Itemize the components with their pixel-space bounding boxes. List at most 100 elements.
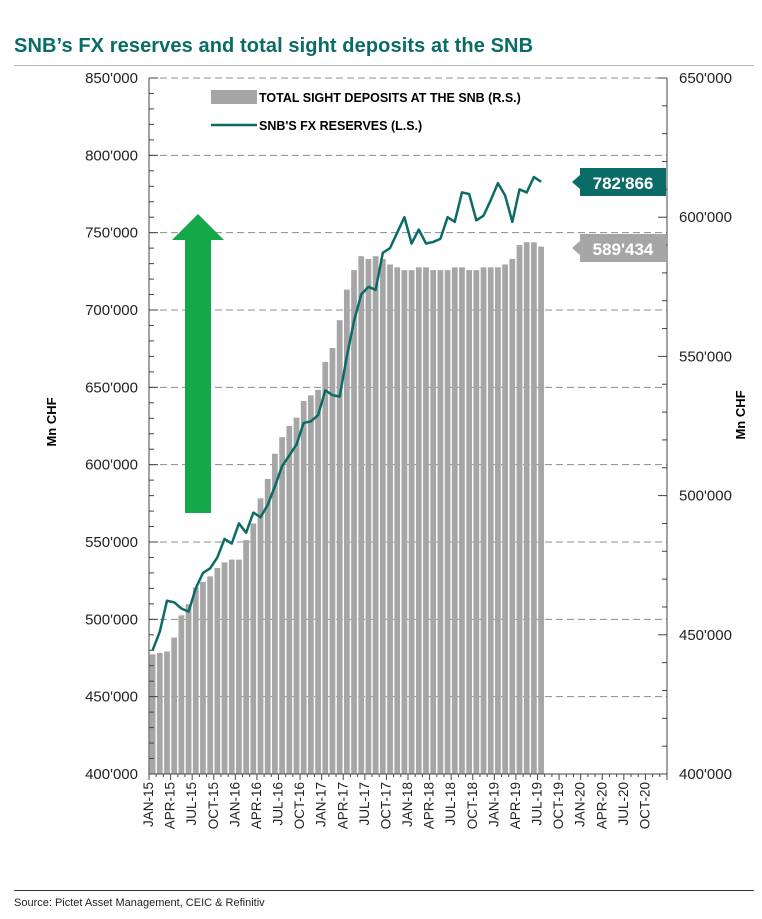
bar-sight-deposits [272, 453, 278, 774]
left-tick-label: 450'000 [85, 689, 138, 706]
x-tick-label: OCT-17 [378, 782, 393, 829]
bar-sight-deposits [387, 264, 393, 774]
right-axis-ticks: 400'000 450'000 500'000 550'000 600'000 650'0… [658, 70, 732, 783]
bar-sight-deposits [451, 267, 458, 774]
bar-sight-deposits [459, 267, 465, 774]
x-tick-label: APR-18 [422, 782, 437, 829]
chart-area: 400'000 450'000 500'000 550'000 600'000 650'0… [44, 70, 748, 829]
bar-sight-deposits [156, 652, 163, 774]
left-tick-label: 750'000 [85, 225, 138, 242]
line-series-fx-reserves [151, 175, 542, 651]
right-tick-label: 550'000 [679, 348, 732, 365]
bar-sight-deposits [228, 559, 235, 774]
legend: TOTAL SIGHT DEPOSITS AT THE SNB (R.S.) S… [211, 90, 521, 133]
left-tick-label: 800'000 [85, 147, 138, 164]
left-tick-label: 400'000 [85, 766, 138, 783]
right-tick-label: 650'000 [679, 70, 732, 87]
right-tick-label: 450'000 [679, 627, 732, 644]
x-tick-label: JAN-19 [486, 782, 501, 827]
bar-sight-deposits [293, 417, 300, 774]
title-divider [14, 65, 754, 66]
left-axis-label: Mn CHF [44, 397, 59, 446]
x-tick-label: JUL-20 [616, 782, 631, 826]
bar-sight-deposits [192, 587, 199, 774]
x-tick-label: JUL-15 [184, 782, 199, 826]
bar-sight-deposits [415, 267, 422, 774]
x-tick-label: APR-19 [508, 782, 523, 829]
x-tick-label: OCT-15 [206, 782, 221, 829]
bar-sight-deposits [207, 576, 214, 774]
x-tick-label: OCT-19 [551, 782, 566, 829]
bar-sight-deposits [279, 437, 285, 774]
bar-sight-deposits [185, 604, 192, 774]
legend-label-fx-reserves: SNB'S FX RESERVES (L.S.) [259, 119, 422, 133]
bar-sight-deposits [495, 267, 501, 774]
bar-sight-deposits [351, 270, 357, 774]
bar-sight-deposits [264, 478, 271, 774]
bar-sight-deposits [531, 242, 537, 775]
bar-sight-deposits [358, 256, 365, 774]
legend-swatch-sight-deposits [211, 90, 257, 104]
x-axis-ticks: JAN-15 APR-15 JUL-15 OCT-15 JAN-16 APR-16 JUL-… [141, 774, 668, 829]
x-tick-label: APR-16 [249, 782, 264, 829]
x-tick-label: JAN-20 [573, 782, 588, 827]
bar-sight-deposits [466, 270, 473, 774]
left-tick-label: 850'000 [85, 70, 138, 87]
bar-sight-deposits [509, 258, 516, 775]
x-tick-label: APR-17 [335, 782, 350, 829]
bar-sight-deposits [257, 498, 264, 774]
bar-sight-deposits [502, 264, 509, 774]
bar-sight-deposits [394, 267, 401, 774]
bar-sight-deposits [214, 567, 221, 774]
left-tick-label: 550'000 [85, 534, 138, 551]
bar-sight-deposits [322, 361, 329, 774]
x-tick-label: JUL-19 [530, 782, 545, 826]
end-label-sight-deposits: 589'434 [572, 234, 666, 262]
right-tick-label: 400'000 [679, 766, 732, 783]
bar-sight-deposits [523, 242, 530, 775]
legend-label-sight-deposits: TOTAL SIGHT DEPOSITS AT THE SNB (R.S.) [259, 91, 521, 105]
x-tick-label: OCT-18 [465, 782, 480, 829]
source-note: Source: Pictet Asset Management, CEIC & … [14, 897, 265, 909]
x-tick-label: JUL-16 [271, 782, 286, 826]
end-label-fx-reserves-text: 782'866 [593, 174, 654, 193]
x-tick-label: OCT-20 [637, 782, 652, 829]
bar-series-sight-deposits [149, 242, 544, 775]
bar-sight-deposits [221, 562, 228, 774]
bar-sight-deposits [149, 654, 156, 774]
bar-sight-deposits [423, 267, 429, 774]
bar-sight-deposits [236, 559, 242, 774]
x-tick-label: JAN-17 [314, 782, 329, 827]
bar-sight-deposits [243, 540, 250, 774]
right-axis-label: Mn CHF [733, 390, 748, 439]
bar-sight-deposits [538, 246, 544, 775]
footer-divider [14, 890, 754, 891]
bar-sight-deposits [171, 637, 178, 774]
bar-sight-deposits [200, 581, 206, 774]
left-tick-label: 600'000 [85, 457, 138, 474]
bar-sight-deposits [480, 267, 487, 774]
x-tick-label: APR-20 [594, 782, 609, 829]
left-tick-label: 650'000 [85, 379, 138, 396]
x-tick-label: APR-15 [163, 782, 178, 829]
end-label-fx-reserves: 782'866 [572, 168, 666, 196]
bar-sight-deposits [250, 523, 257, 774]
up-arrow-annotation [172, 214, 224, 513]
right-tick-label: 500'000 [679, 488, 732, 505]
left-tick-label: 700'000 [85, 302, 138, 319]
bar-sight-deposits [487, 267, 494, 774]
end-label-sight-deposits-text: 589'434 [593, 240, 654, 259]
left-axis-ticks: 400'000 450'000 500'000 550'000 600'000 650'0… [85, 70, 158, 783]
bar-sight-deposits [300, 400, 307, 774]
bar-sight-deposits [437, 270, 444, 774]
bar-sight-deposits [372, 256, 379, 774]
x-tick-label: JAN-18 [400, 782, 415, 827]
bar-sight-deposits [178, 615, 185, 774]
chart-title: SNB’s FX reserves and total sight deposi… [14, 35, 534, 57]
bar-sight-deposits [430, 270, 437, 774]
bar-sight-deposits [307, 395, 314, 774]
x-tick-label: OCT-16 [292, 782, 307, 829]
bar-sight-deposits [164, 651, 170, 774]
x-tick-label: JAN-16 [227, 782, 242, 827]
bar-sight-deposits [286, 426, 293, 774]
